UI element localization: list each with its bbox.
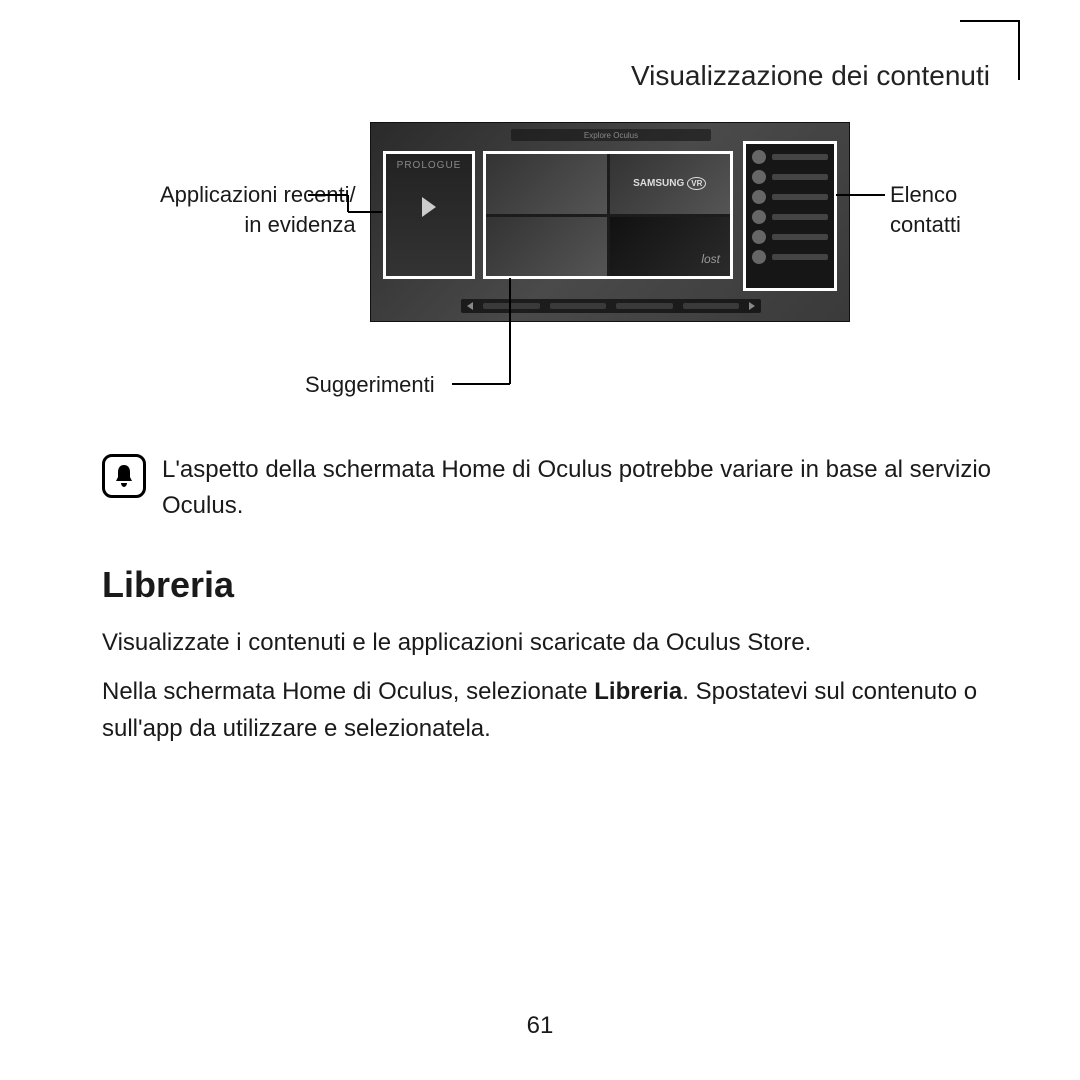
- p2-part-a: Nella schermata Home di Oculus, selezion…: [102, 678, 594, 705]
- note-row: L'aspetto della schermata Home di Oculus…: [102, 452, 1000, 524]
- tile-2: SAMSUNGVR: [610, 154, 731, 214]
- avatar-icon: [752, 150, 766, 164]
- page-header: Visualizzazione dei contenuti: [90, 60, 990, 92]
- screenshot-bottombar: [461, 299, 761, 313]
- page-corner-border: [960, 20, 1020, 80]
- callout-contacts: Elenco contatti: [890, 180, 1000, 239]
- brand-label: SAMSUNG: [633, 178, 684, 189]
- tile-1: [486, 154, 607, 214]
- nav-right-icon: [749, 302, 755, 310]
- page-number: 61: [0, 1012, 1080, 1040]
- callout-suggestions: Suggerimenti: [305, 372, 435, 398]
- note-bell-icon: [102, 454, 146, 498]
- avatar-icon: [752, 190, 766, 204]
- callout-left-text: Applicazioni recenti/ in evidenza: [160, 182, 356, 237]
- avatar-icon: [752, 170, 766, 184]
- avatar-icon: [752, 230, 766, 244]
- body-paragraph-1: Visualizzate i contenuti e le applicazio…: [102, 624, 1000, 661]
- nav-left-icon: [467, 302, 473, 310]
- contact-row: [752, 150, 828, 164]
- body-paragraph-2: Nella schermata Home di Oculus, selezion…: [102, 673, 1000, 747]
- contact-row: [752, 250, 828, 264]
- contact-row: [752, 210, 828, 224]
- callout-right-text: Elenco contatti: [890, 182, 961, 237]
- diagram-area: Explore Oculus PROLOGUE SAMSUNGVR: [90, 122, 1000, 422]
- contact-row: [752, 190, 828, 204]
- panel-suggestions: SAMSUNGVR: [483, 151, 733, 279]
- vr-badge: VR: [687, 177, 706, 190]
- callout-recent-apps: Applicazioni recenti/ in evidenza: [160, 180, 356, 239]
- oculus-home-screenshot: Explore Oculus PROLOGUE SAMSUNGVR: [370, 122, 850, 322]
- avatar-icon: [752, 250, 766, 264]
- contact-row: [752, 170, 828, 184]
- section-title: Libreria: [102, 564, 1000, 606]
- bell-icon: [112, 463, 136, 489]
- tile-3: [486, 217, 607, 277]
- tile-4: [610, 217, 731, 277]
- play-icon: [422, 197, 436, 217]
- avatar-icon: [752, 210, 766, 224]
- contact-row: [752, 230, 828, 244]
- panel-left-title: PROLOGUE: [397, 160, 462, 171]
- note-text: L'aspetto della schermata Home di Oculus…: [162, 452, 1000, 524]
- callout-sugg-text: Suggerimenti: [305, 372, 435, 397]
- p2-bold: Libreria: [594, 678, 682, 705]
- panel-contacts: [743, 141, 837, 291]
- panel-recent-apps: PROLOGUE: [383, 151, 475, 279]
- screenshot-topbar: Explore Oculus: [511, 129, 711, 141]
